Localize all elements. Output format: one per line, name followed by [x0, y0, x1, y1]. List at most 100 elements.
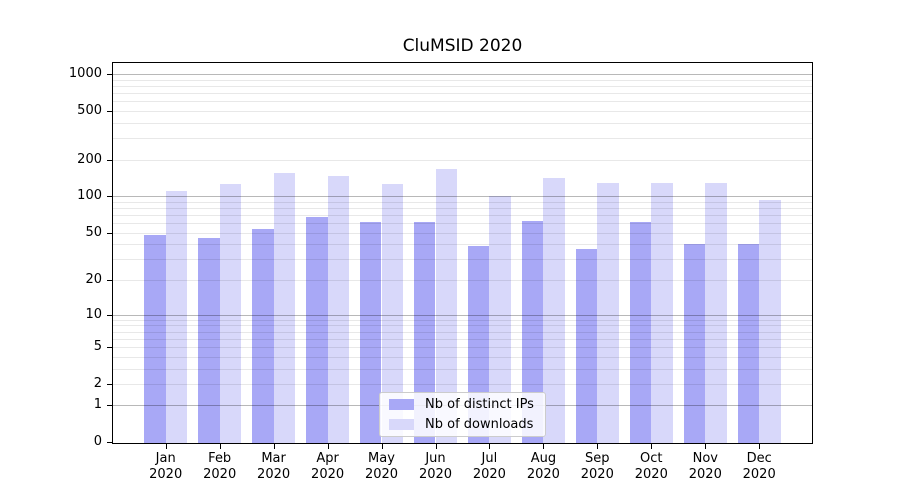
bar-downloads-nov — [705, 183, 727, 443]
x-tick-month: Jul — [481, 451, 498, 466]
gridline-minor-300 — [113, 138, 812, 140]
gridline-minor-90 — [113, 201, 812, 203]
legend-label-downloads: Nb of downloads — [425, 416, 534, 432]
gridline-major-10 — [113, 314, 812, 316]
x-tick-label-mar: Mar 2020 — [244, 451, 304, 482]
bar-ips-apr — [306, 216, 328, 443]
x-tick-year: 2020 — [634, 466, 668, 482]
gridline-minor-5 — [113, 346, 812, 348]
x-tick-year: 2020 — [364, 466, 399, 482]
x-tick-year: 2020 — [688, 466, 722, 482]
x-tick-jul — [489, 444, 491, 449]
x-tick-aug — [543, 444, 545, 449]
x-tick-year: 2020 — [526, 466, 560, 482]
gridline-minor-200 — [113, 159, 812, 161]
gridline-minor-70 — [113, 215, 812, 217]
x-tick-label-sep: Sep 2020 — [567, 451, 627, 482]
x-tick-label-apr: Apr 2020 — [298, 451, 358, 482]
y-tick-label-200: 200 — [77, 151, 102, 167]
x-tick-label-feb: Feb 2020 — [190, 451, 250, 482]
legend-swatch-ips — [389, 399, 414, 410]
gridline-minor-900 — [113, 79, 812, 81]
y-tick-label-1: 1 — [93, 397, 102, 413]
x-tick-oct — [651, 444, 653, 449]
bar-downloads-jun — [435, 168, 458, 443]
gridline-minor-30 — [113, 259, 812, 261]
gridline-minor-50 — [113, 232, 812, 234]
plot-area — [112, 62, 813, 444]
chart-title: CluMSID 2020 — [402, 36, 523, 56]
bar-downloads-sep — [597, 183, 619, 443]
y-tick-label-1000: 1000 — [68, 66, 102, 82]
x-tick-label-jun: Jun 2020 — [406, 451, 466, 482]
x-tick-label-dec: Dec 2020 — [729, 451, 789, 482]
bar-downloads-oct — [651, 182, 673, 443]
y-tick-label-5: 5 — [93, 338, 102, 354]
bar-ips-nov — [683, 244, 706, 443]
x-tick-year: 2020 — [203, 466, 237, 482]
x-tick-month: Nov — [692, 451, 718, 466]
gridline-minor-2 — [113, 383, 812, 385]
gridline-minor-60 — [113, 223, 812, 225]
x-tick-jun — [435, 444, 437, 449]
y-tick-label-0: 0 — [93, 434, 102, 450]
bar-ips-aug — [521, 220, 544, 443]
y-tick-label-20: 20 — [85, 272, 102, 288]
x-tick-year: 2020 — [742, 466, 776, 482]
y-tick-label-2: 2 — [93, 375, 102, 391]
gridline-major-1000 — [113, 74, 812, 76]
x-tick-month: Aug — [530, 451, 557, 466]
y-tick-label-500: 500 — [77, 103, 102, 118]
bar-downloads-may — [381, 184, 404, 443]
gridline-minor-7 — [113, 331, 812, 333]
gridline-major-100 — [113, 196, 812, 198]
bar-downloads-apr — [327, 175, 350, 443]
gridline-minor-6 — [113, 338, 812, 340]
y-tick-label-100: 100 — [77, 188, 102, 204]
x-tick-dec — [759, 444, 761, 449]
x-tick-year: 2020 — [580, 466, 614, 482]
x-tick-year: 2020 — [418, 466, 453, 482]
gridline-minor-80 — [113, 208, 812, 210]
bar-ips-dec — [737, 244, 760, 443]
x-tick-label-nov: Nov 2020 — [675, 451, 735, 482]
legend: Nb of distinct IPs Nb of downloads — [379, 392, 546, 437]
y-tick-label-10: 10 — [85, 306, 102, 322]
x-tick-month: Sep — [585, 451, 610, 466]
x-tick-apr — [327, 444, 329, 449]
bar-downloads-aug — [543, 177, 565, 443]
gridline-minor-20 — [113, 280, 812, 282]
bar-downloads-mar — [273, 172, 296, 443]
bar-downloads-jul — [489, 196, 511, 443]
bar-ips-oct — [629, 221, 652, 443]
x-tick-month: May — [368, 451, 395, 466]
x-tick-year: 2020 — [472, 466, 506, 482]
bar-ips-feb — [198, 238, 220, 443]
x-tick-label-oct: Oct 2020 — [621, 451, 681, 482]
x-tick-label-jan: Jan 2020 — [136, 451, 196, 482]
x-tick-month: Apr — [316, 451, 339, 466]
x-tick-label-jul: Jul 2020 — [459, 451, 519, 482]
x-tick-month: Oct — [640, 451, 663, 466]
x-tick-may — [381, 444, 383, 449]
gridline-minor-400 — [113, 122, 812, 124]
x-tick-month: Jun — [425, 451, 446, 466]
x-tick-year: 2020 — [149, 466, 183, 482]
gridline-minor-500 — [113, 111, 812, 112]
gridline-minor-40 — [113, 244, 812, 246]
gridline-minor-9 — [113, 319, 812, 321]
bar-ips-jan — [144, 234, 166, 443]
gridline-minor-8 — [113, 325, 812, 327]
grid-layer — [113, 63, 812, 443]
bar-ips-may — [359, 222, 382, 443]
x-tick-nov — [705, 444, 707, 449]
legend-swatch-downloads — [389, 419, 414, 430]
x-tick-year: 2020 — [257, 466, 291, 482]
bar-downloads-dec — [759, 199, 781, 443]
x-tick-year: 2020 — [311, 466, 345, 482]
x-tick-jan — [165, 444, 167, 449]
bar-downloads-jan — [165, 191, 188, 443]
x-tick-label-aug: Aug 2020 — [513, 451, 573, 482]
legend-item-downloads: Nb of downloads — [389, 417, 545, 433]
